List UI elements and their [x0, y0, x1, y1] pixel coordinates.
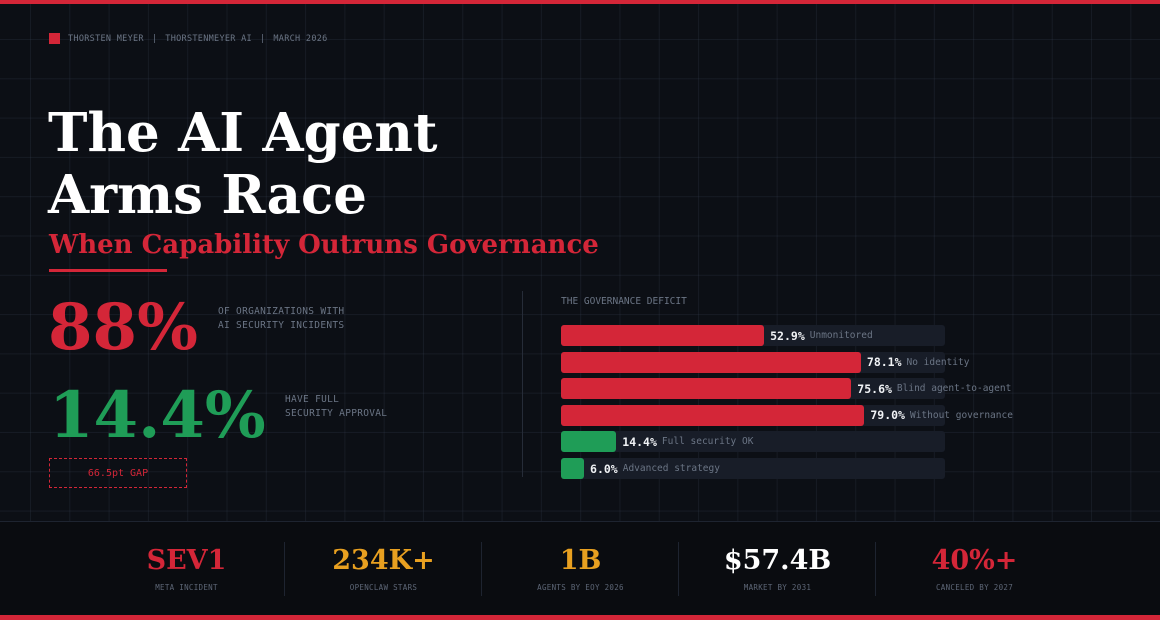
stat-value: 1B — [559, 545, 602, 576]
bar-value: 14.4% — [622, 434, 657, 449]
byline: THORSTEN MEYER | THORSTENMEYER AI | MARC… — [49, 33, 328, 44]
stat-value: SEV1 — [146, 545, 227, 576]
stat-label: AGENTS BY EOY 2026 — [537, 583, 624, 592]
footer-stat: 234K+ OPENCLAW STARS — [285, 542, 482, 592]
stat-label: META INCIDENT — [155, 583, 218, 592]
separator: | — [259, 33, 266, 44]
bar-track: 14.4% Full security OK — [561, 431, 945, 453]
bar-track: 75.6% Blind agent-to-agent — [561, 378, 1011, 400]
subtitle: When Capability Outruns Governance — [49, 230, 599, 260]
bar-track: 6.0% Advanced strategy — [561, 458, 945, 479]
separator: | — [151, 33, 158, 44]
bar-category: Unmonitored — [809, 330, 873, 341]
footer-stat: 40%+ CANCELED BY 2027 — [876, 542, 1073, 592]
section-divider — [522, 291, 523, 477]
bar — [561, 404, 865, 426]
bar-label: 75.6% Blind agent-to-agent — [851, 378, 1011, 399]
bar-category: Advanced strategy — [622, 463, 720, 474]
footer-stat: 1B AGENTS BY EOY 2026 — [482, 542, 679, 592]
stat-value: $57.4B — [723, 545, 832, 576]
bar-value: 52.9% — [770, 328, 805, 343]
bar-category: No identity — [906, 356, 970, 368]
bar-category: Blind agent-to-agent — [896, 383, 1012, 395]
date: MARCH 2026 — [273, 33, 328, 44]
subtitle-underline — [49, 269, 167, 272]
footer-stat: SEV1 META INCIDENT — [88, 542, 285, 592]
bar-value: 75.6% — [857, 381, 892, 396]
bar-track: 78.1% No identity — [561, 351, 969, 373]
stat-value: 234K+ — [332, 545, 435, 576]
stat-label: CANCELED BY 2027 — [935, 583, 1014, 592]
bar — [561, 431, 617, 453]
footer-stat: $57.4B MARKET BY 2031 — [679, 542, 876, 592]
bar-category: Full security OK — [661, 436, 754, 448]
stat-divider — [284, 542, 285, 596]
incidents-stat: 88% — [48, 290, 198, 365]
bar-label: 14.4% Full security OK — [616, 431, 753, 452]
bar — [561, 325, 765, 346]
brand-square-icon — [49, 33, 60, 44]
stat-divider — [481, 542, 482, 596]
bar-category: Without governance — [909, 409, 1013, 421]
author: THORSTEN MEYER — [68, 33, 144, 44]
bar-track: 52.9% Unmonitored — [561, 325, 945, 346]
top-accent-bar — [0, 0, 1160, 4]
page-title: The AI Agent Arms Race — [48, 102, 437, 226]
approval-label: HAVE FULL SECURITY APPROVAL — [285, 393, 387, 421]
label-line: OF ORGANIZATIONS WITH — [218, 306, 345, 317]
chart-title: THE GOVERNANCE DEFICIT — [561, 296, 687, 307]
title-line-1: The AI Agent — [48, 102, 438, 164]
bar-value: 78.1% — [866, 355, 902, 370]
site-name: THORSTENMEYER AI — [165, 33, 252, 44]
footer-stats: SEV1 META INCIDENT 234K+ OPENCLAW STARS 1B AG… — [0, 521, 1160, 615]
title-line-2: Arms Race — [48, 164, 368, 226]
bar-track: 79.0% Without governance — [561, 404, 1013, 426]
bottom-accent-bar — [0, 615, 1160, 620]
incidents-label: OF ORGANIZATIONS WITH AI SECURITY INCIDE… — [218, 305, 344, 333]
label-line: SECURITY APPROVAL — [285, 408, 388, 419]
label-line: AI SECURITY INCIDENTS — [218, 320, 345, 331]
bar — [561, 351, 861, 373]
label-line: HAVE FULL — [285, 394, 340, 405]
stat-divider — [875, 542, 876, 596]
bar-label: 52.9% Unmonitored — [764, 325, 873, 346]
stat-label: OPENCLAW STARS — [349, 583, 418, 592]
bar-label: 78.1% No identity — [861, 352, 970, 373]
bar — [561, 378, 852, 400]
approval-stat: 14.4% — [49, 378, 266, 453]
bar-value: 6.0% — [590, 461, 618, 476]
bar-label: 6.0% Advanced strategy — [584, 458, 720, 479]
stat-value: 40%+ — [931, 545, 1018, 576]
stat-divider — [678, 542, 679, 596]
stat-label: MARKET BY 2031 — [743, 583, 812, 592]
bar-label: 79.0% Without governance — [864, 405, 1013, 426]
bar-value: 79.0% — [870, 408, 905, 423]
bar — [561, 458, 585, 479]
gap-badge: 66.5pt GAP — [49, 458, 187, 488]
